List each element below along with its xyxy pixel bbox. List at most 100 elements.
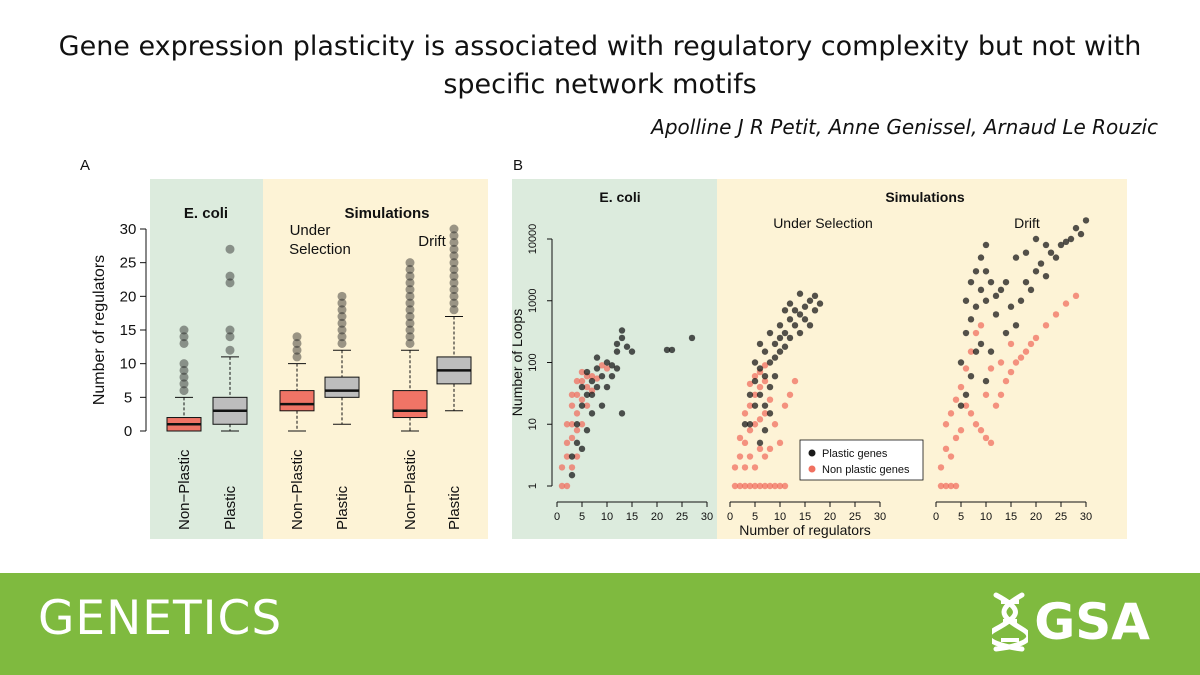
figure-title: Gene expression plasticity is associated…: [0, 28, 1200, 104]
outlier-point: [225, 332, 235, 342]
data-point: [781, 402, 789, 409]
x-tick-label: 5: [958, 511, 964, 523]
data-point: [578, 396, 586, 403]
data-point: [801, 316, 809, 323]
data-point: [603, 383, 611, 391]
data-point: [761, 482, 769, 490]
data-point: [751, 372, 759, 380]
data-point: [746, 380, 754, 388]
data-point: [568, 464, 576, 471]
outlier-point: [179, 365, 189, 375]
data-point: [781, 482, 789, 490]
gsa-logo-text: GSA: [1034, 593, 1150, 651]
x-tick-label: 30: [701, 511, 713, 523]
data-point: [756, 439, 764, 447]
outlier-point: [179, 332, 189, 342]
data-point: [1052, 311, 1060, 318]
data-point: [751, 402, 759, 409]
data-point: [741, 482, 749, 490]
outlier-point: [405, 305, 415, 315]
outlier-point: [449, 258, 459, 268]
outlier-point: [225, 325, 235, 335]
data-point: [816, 300, 824, 307]
data-point: [1022, 348, 1030, 355]
data-point: [731, 482, 739, 490]
data-point: [573, 439, 581, 447]
data-point: [791, 377, 799, 385]
ecoli-background: [512, 179, 717, 539]
data-point: [568, 471, 576, 479]
data-point: [987, 365, 995, 372]
data-point: [741, 464, 749, 471]
outlier-point: [337, 325, 347, 335]
data-point: [618, 334, 626, 342]
outlier-point: [405, 278, 415, 288]
data-point: [957, 427, 965, 434]
data-point: [786, 391, 794, 398]
data-point: [1047, 249, 1055, 256]
data-point: [578, 383, 586, 391]
data-point: [1032, 334, 1040, 342]
outlier-point: [405, 264, 415, 274]
data-point: [613, 365, 621, 372]
data-point: [786, 300, 794, 307]
data-point: [776, 482, 784, 490]
data-point: [756, 445, 764, 453]
data-point: [1032, 268, 1040, 275]
data-point: [1042, 241, 1050, 249]
data-point: [937, 482, 945, 490]
outlier-point: [292, 345, 302, 355]
data-point: [1007, 368, 1015, 376]
data-point: [593, 383, 601, 391]
ecoli-background: [150, 179, 263, 539]
sublabel: Drift: [418, 233, 446, 250]
category-label: Non−Plastic: [402, 449, 419, 530]
data-point: [573, 410, 581, 417]
data-point: [796, 290, 804, 297]
panel-a-letter: A: [80, 157, 91, 174]
data-point: [791, 322, 799, 329]
sublabel: Under: [290, 222, 331, 239]
data-point: [962, 391, 970, 398]
data-point: [977, 286, 985, 294]
outlier-point: [405, 271, 415, 281]
data-point: [987, 439, 995, 447]
data-point: [756, 482, 764, 490]
data-point: [982, 391, 990, 398]
data-point: [982, 377, 990, 385]
data-point: [583, 383, 591, 391]
data-point: [608, 362, 616, 369]
category-label: Non−Plastic: [289, 449, 306, 530]
data-point: [761, 377, 769, 385]
data-point: [952, 396, 960, 403]
data-point: [568, 391, 576, 398]
data-point: [761, 410, 769, 417]
y-axis-label: Number of regulators: [91, 255, 108, 405]
x-tick-label: 0: [933, 511, 939, 523]
outlier-point: [449, 285, 459, 295]
box: [324, 376, 360, 398]
data-point: [977, 340, 985, 348]
data-point: [1007, 340, 1015, 348]
data-point: [967, 410, 975, 417]
legend-label: Plastic genes: [822, 448, 888, 460]
data-point: [982, 297, 990, 304]
data-point: [972, 268, 980, 275]
outlier-point: [337, 312, 347, 322]
data-point: [563, 421, 571, 428]
data-point: [741, 439, 749, 447]
data-point: [618, 327, 626, 334]
data-point: [568, 421, 576, 428]
data-point: [603, 359, 611, 366]
data-point: [771, 421, 779, 428]
outlier-point: [179, 379, 189, 389]
data-point: [1072, 292, 1080, 300]
outlier-point: [449, 231, 459, 241]
data-point: [1022, 249, 1030, 256]
outlier-point: [337, 305, 347, 315]
box: [279, 390, 315, 412]
data-point: [781, 343, 789, 350]
data-point: [751, 482, 759, 490]
data-point: [987, 278, 995, 286]
outlier-point: [449, 278, 459, 288]
